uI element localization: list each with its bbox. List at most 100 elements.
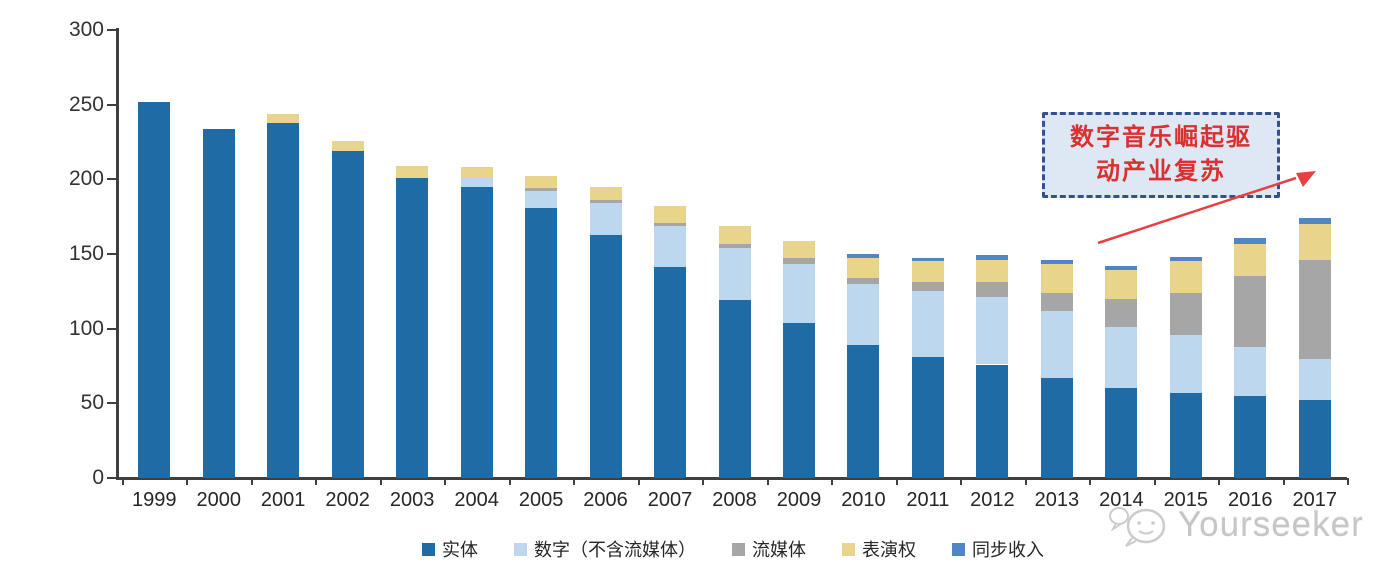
bar-segment-2017 <box>1298 218 1331 225</box>
x-category-label-2012: 2012 <box>970 489 1015 511</box>
x-tick-mark <box>508 478 511 485</box>
y-tick-mark <box>107 402 117 405</box>
bar-segment-2001 <box>267 122 300 478</box>
bar-segment-2010 <box>847 277 880 284</box>
bar-segment-2013 <box>1040 310 1073 378</box>
bar-segment-2004 <box>460 167 493 178</box>
x-tick-mark <box>1024 478 1027 485</box>
x-category-label-2010: 2010 <box>841 489 886 511</box>
x-category-label-2007: 2007 <box>647 489 693 511</box>
x-tick-mark <box>250 478 253 485</box>
x-category-label-2006: 2006 <box>583 489 628 511</box>
bar-segment-2012 <box>976 282 1009 298</box>
x-tick-mark <box>1218 478 1221 485</box>
bar-segment-2013 <box>1040 259 1073 265</box>
x-category-label-2005: 2005 <box>518 489 564 511</box>
bar-segment-2012 <box>976 259 1009 283</box>
bar-segment-2012 <box>976 364 1009 478</box>
bar-segment-2007 <box>654 222 687 226</box>
y-tick-mark <box>107 178 117 181</box>
bar-segment-2005 <box>525 207 558 478</box>
legend-item: 数字（不含流媒体） <box>514 536 696 562</box>
chart-legend: 实体 数字（不含流媒体） 流媒体 表演权 同步收入 <box>118 536 1348 562</box>
y-tick-label: 200 <box>68 167 104 191</box>
bar-segment-2016 <box>1234 237 1267 244</box>
legend-item: 同步收入 <box>952 536 1044 562</box>
x-tick-mark <box>122 478 124 485</box>
bar-segment-2009 <box>782 240 815 259</box>
y-tick-label: 0 <box>92 466 104 489</box>
x-category-label-2011: 2011 <box>906 489 950 511</box>
x-tick-mark <box>1089 478 1092 485</box>
bar-segment-2003 <box>396 165 429 178</box>
x-tick-mark <box>637 478 640 485</box>
bar-segment-2006 <box>589 200 622 204</box>
x-tick-mark <box>960 478 963 485</box>
legend-label: 同步收入 <box>972 540 1044 560</box>
legend-label: 表演权 <box>862 540 916 560</box>
y-tick-label: 300 <box>68 18 104 41</box>
y-tick-label: 50 <box>80 391 104 415</box>
bar-segment-2014 <box>1105 298 1138 328</box>
bar-segment-2016 <box>1234 243 1267 277</box>
bar-segment-2015 <box>1169 392 1202 478</box>
x-category-label-2013: 2013 <box>1034 489 1080 511</box>
bar-segment-2014 <box>1105 265 1138 271</box>
x-tick-mark <box>1153 478 1156 485</box>
y-tick-label: 250 <box>68 92 104 116</box>
x-tick-mark <box>895 478 898 485</box>
bar-segment-2001 <box>267 113 300 123</box>
x-category-label-2000: 2000 <box>196 489 241 511</box>
bar-segment-2014 <box>1105 388 1138 478</box>
annotation-line-1: 数字音乐崛起驱 <box>1070 124 1252 151</box>
y-tick-mark <box>107 253 117 255</box>
legend-label: 实体 <box>442 540 478 560</box>
x-category-label-2009: 2009 <box>776 489 822 511</box>
bar-segment-2008 <box>718 225 751 244</box>
bar-segment-2015 <box>1169 261 1202 293</box>
bar-segment-2015 <box>1169 334 1202 393</box>
bar-segment-2009 <box>782 322 815 478</box>
bar-segment-2008 <box>718 300 751 478</box>
bar-segment-2013 <box>1040 292 1073 311</box>
bar-segment-2002 <box>331 150 364 478</box>
bar-segment-2006 <box>589 203 622 235</box>
legend-item: 表演权 <box>842 536 916 562</box>
legend-label: 数字（不含流媒体） <box>534 540 696 560</box>
x-category-label-2002: 2002 <box>325 489 370 511</box>
y-axis-line <box>116 28 119 479</box>
annotation-line-2: 动产业复苏 <box>1096 158 1226 185</box>
bar-segment-2004 <box>460 186 493 478</box>
x-tick-mark <box>1347 478 1349 485</box>
x-tick-mark <box>444 478 447 485</box>
x-tick-mark <box>379 478 382 485</box>
y-tick-label: 100 <box>68 316 104 340</box>
bar-segment-2015 <box>1169 256 1202 262</box>
bar-segment-2017 <box>1298 259 1331 359</box>
bar-segment-2016 <box>1234 395 1267 478</box>
bar-segment-2010 <box>847 345 880 478</box>
legend-swatch-icon <box>422 542 435 556</box>
x-category-label-1999: 1999 <box>131 489 177 511</box>
legend-item: 实体 <box>422 536 478 562</box>
bar-segment-2015 <box>1169 292 1202 335</box>
legend-swatch-icon <box>842 542 855 556</box>
bar-segment-2013 <box>1040 377 1073 478</box>
bar-segment-2006 <box>589 186 622 201</box>
bar-segment-2013 <box>1040 264 1073 293</box>
x-tick-mark <box>1282 478 1285 485</box>
legend-swatch-icon <box>732 542 745 556</box>
y-tick-label: 150 <box>68 242 104 265</box>
bar-segment-2012 <box>976 297 1009 365</box>
bar-segment-2010 <box>847 283 880 346</box>
x-tick-mark <box>573 478 576 485</box>
legend-item: 流媒体 <box>732 536 806 562</box>
x-category-label-2016: 2016 <box>1228 489 1273 511</box>
bar-segment-2016 <box>1234 346 1267 396</box>
x-category-label-2001: 2001 <box>260 489 306 511</box>
bar-segment-2014 <box>1105 327 1138 389</box>
x-category-label-2014: 2014 <box>1099 489 1144 511</box>
bar-segment-2017 <box>1298 400 1331 478</box>
y-tick-mark <box>107 477 117 479</box>
bar-segment-2000 <box>202 128 235 478</box>
